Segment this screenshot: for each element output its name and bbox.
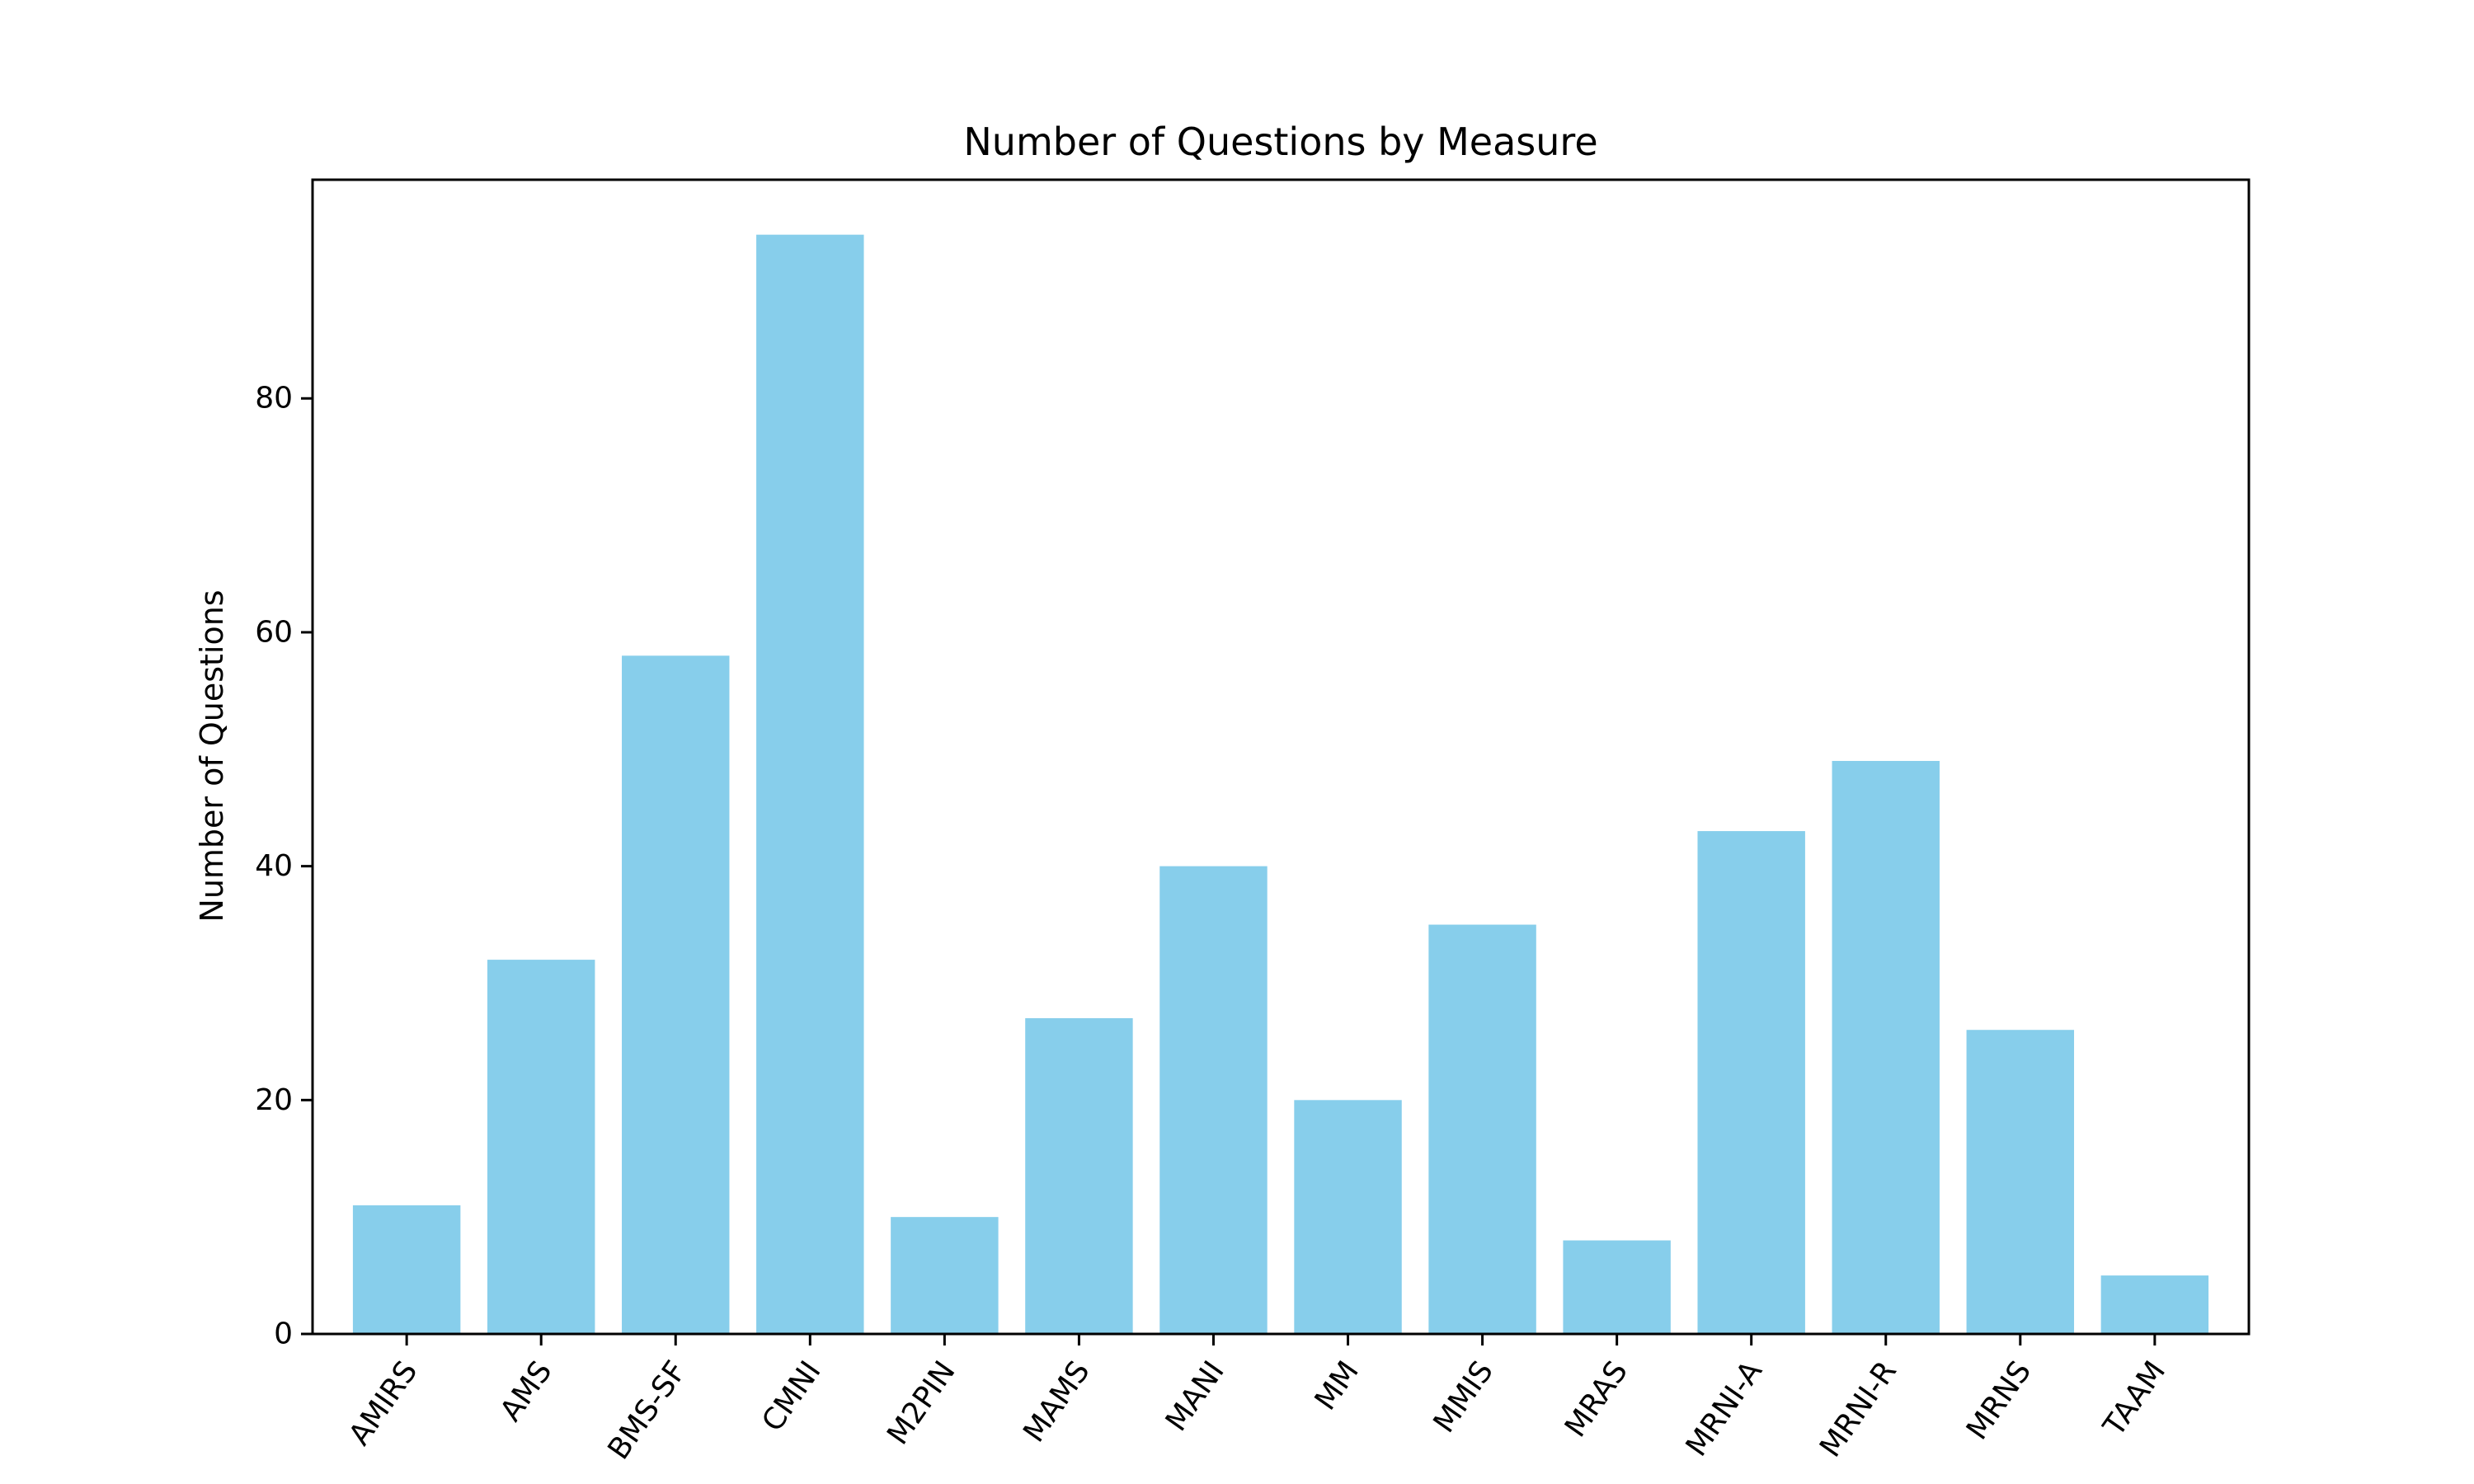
- x-tick-label: AMS: [494, 1355, 559, 1428]
- y-axis-ticks: 0 20 40 60 80: [255, 382, 313, 1351]
- y-tick-label: 80: [255, 382, 293, 416]
- x-tick-label: MM: [1309, 1355, 1366, 1416]
- bar-taam: [2100, 1275, 2209, 1334]
- bar-mani: [1159, 866, 1268, 1334]
- x-axis-ticks: AMIRS AMS BMS-SF CMNI M2PIN MAMS MANI MM MMIS MRA…: [342, 1334, 2172, 1466]
- x-tick-label: MRNI-R: [1813, 1355, 1903, 1463]
- x-tick-label: CMNI: [755, 1355, 827, 1438]
- y-tick-label: 40: [255, 849, 293, 883]
- bar-bms-sf: [622, 655, 730, 1334]
- x-tick-label: MMIS: [1427, 1355, 1500, 1439]
- x-tick-label: MRNS: [1960, 1355, 2038, 1446]
- bar-amirs: [352, 1205, 461, 1334]
- bar-mrni-r: [1832, 760, 1940, 1334]
- bar-cmni: [756, 234, 864, 1335]
- bar-m2pin: [891, 1217, 999, 1334]
- y-axis-label: Number of Questions: [194, 589, 230, 922]
- y-tick-label: 0: [274, 1317, 293, 1351]
- bar-ams: [487, 960, 595, 1334]
- x-tick-label: AMIRS: [342, 1355, 424, 1452]
- bar-mmis: [1428, 924, 1536, 1334]
- bars-group: [352, 234, 2209, 1335]
- x-tick-label: MRNI-A: [1680, 1355, 1770, 1463]
- bar-mams: [1025, 1018, 1133, 1334]
- x-tick-label: MANI: [1159, 1355, 1231, 1438]
- y-tick-label: 60: [255, 615, 293, 649]
- bar-mrni-a: [1697, 831, 1805, 1334]
- x-tick-label: MAMS: [1017, 1355, 1096, 1449]
- bar-mras: [1563, 1240, 1671, 1334]
- bar-mm: [1294, 1100, 1402, 1334]
- x-tick-label: BMS-SF: [602, 1355, 694, 1466]
- plot-area-frame: [311, 178, 2251, 1336]
- x-tick-label: TAAM: [2096, 1355, 2172, 1444]
- x-tick-label: M2PIN: [881, 1355, 962, 1451]
- chart-title: Number of Questions by Measure: [963, 120, 1597, 164]
- x-tick-label: MRAS: [1559, 1355, 1634, 1444]
- bar-mrns: [1966, 1030, 2075, 1334]
- y-tick-label: 20: [255, 1083, 293, 1117]
